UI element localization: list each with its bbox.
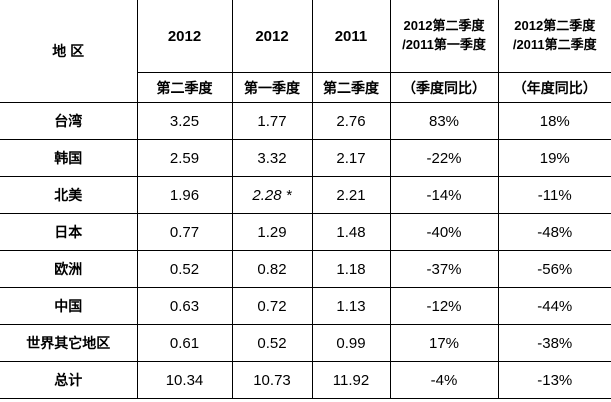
table-row: 日本 0.77 1.29 1.48 -40% -48% <box>0 213 611 251</box>
value-2012-q1: 0.82 <box>232 250 313 288</box>
value-2012-q2: 1.96 <box>137 176 233 214</box>
col-subheader-2012-q1: 第一季度 <box>232 72 313 103</box>
table-header: 地 区 2012 2012 2011 2012第二季度 /2011第一季度 20… <box>0 0 611 103</box>
region-label: 欧洲 <box>0 250 138 288</box>
col-header-2012-q1-year: 2012 <box>232 0 313 73</box>
value-yoy-percent: -38% <box>498 324 611 362</box>
col-subheader-yoy: （年度同比） <box>498 72 611 103</box>
value-2012-q2: 0.77 <box>137 213 233 251</box>
value-qoq-percent: -22% <box>390 139 499 177</box>
col-header-qoq-line2: /2011第一季度 <box>402 37 486 52</box>
table-row: 韩国 2.59 3.32 2.17 -22% 19% <box>0 139 611 177</box>
value-2011-q2: 1.48 <box>312 213 391 251</box>
table-row: 欧洲 0.52 0.82 1.18 -37% -56% <box>0 250 611 288</box>
table-row: 中国 0.63 0.72 1.13 -12% -44% <box>0 287 611 325</box>
region-label: 总计 <box>0 361 138 399</box>
value-2011-q2: 2.76 <box>312 102 391 140</box>
value-2011-q2: 2.21 <box>312 176 391 214</box>
value-yoy-percent: -48% <box>498 213 611 251</box>
col-header-region: 地 区 <box>0 0 138 103</box>
col-subheader-qoq: （季度同比） <box>390 72 499 103</box>
value-2011-q2: 1.18 <box>312 250 391 288</box>
region-label: 世界其它地区 <box>0 324 138 362</box>
col-header-yoy-line2: /2011第二季度 <box>512 37 597 52</box>
table-row: 总计 10.34 10.73 11.92 -4% -13% <box>0 361 611 399</box>
value-2011-q2: 11.92 <box>312 361 391 399</box>
value-2011-q2: 1.13 <box>312 287 391 325</box>
value-2012-q2: 3.25 <box>137 102 233 140</box>
value-yoy-percent: 19% <box>498 139 611 177</box>
value-qoq-percent: -14% <box>390 176 499 214</box>
value-2012-q2: 10.34 <box>137 361 233 399</box>
value-yoy-percent: -13% <box>498 361 611 399</box>
region-label: 日本 <box>0 213 138 251</box>
value-2012-q1: 10.73 <box>232 361 313 399</box>
value-qoq-percent: 83% <box>390 102 499 140</box>
value-qoq-percent: -12% <box>390 287 499 325</box>
value-2012-q1: 3.32 <box>232 139 313 177</box>
value-qoq-percent: 17% <box>390 324 499 362</box>
value-2011-q2: 2.17 <box>312 139 391 177</box>
table-row: 北美 1.96 2.28 * 2.21 -14% -11% <box>0 176 611 214</box>
col-header-qoq-line1: 2012第二季度 <box>403 18 485 34</box>
value-qoq-percent: -37% <box>390 250 499 288</box>
value-yoy-percent: -56% <box>498 250 611 288</box>
value-2012-q2: 0.63 <box>137 287 233 325</box>
col-header-yoy: 2012第二季度 /2011第二季度 <box>498 0 611 73</box>
col-header-2011-q2-year: 2011 <box>312 0 391 73</box>
col-header-qoq: 2012第二季度 /2011第一季度 <box>390 0 499 73</box>
col-header-yoy-line1: 2012第二季度 <box>514 18 596 34</box>
region-label: 韩国 <box>0 139 138 177</box>
header-row-2: 第二季度 第一季度 第二季度 （季度同比） （年度同比） <box>0 72 611 103</box>
col-header-2012-q2-year: 2012 <box>137 0 233 73</box>
table-row: 台湾 3.25 1.77 2.76 83% 18% <box>0 102 611 140</box>
value-yoy-percent: 18% <box>498 102 611 140</box>
table-body: 台湾 3.25 1.77 2.76 83% 18% 韩国 2.59 3.32 2… <box>0 102 611 399</box>
value-2012-q2: 0.52 <box>137 250 233 288</box>
value-yoy-percent: -44% <box>498 287 611 325</box>
value-yoy-percent: -11% <box>498 176 611 214</box>
value-2012-q1: 1.29 <box>232 213 313 251</box>
col-subheader-2011-q2: 第二季度 <box>312 72 391 103</box>
value-2012-q1: 0.52 <box>232 324 313 362</box>
value-2011-q2: 0.99 <box>312 324 391 362</box>
region-label: 台湾 <box>0 102 138 140</box>
value-2012-q2: 0.61 <box>137 324 233 362</box>
region-label: 中国 <box>0 287 138 325</box>
value-qoq-percent: -40% <box>390 213 499 251</box>
header-row-1: 地 区 2012 2012 2011 2012第二季度 /2011第一季度 20… <box>0 0 611 103</box>
region-label: 北美 <box>0 176 138 214</box>
value-2012-q1: 0.72 <box>232 287 313 325</box>
value-qoq-percent: -4% <box>390 361 499 399</box>
value-2012-q1: 1.77 <box>232 102 313 140</box>
value-2012-q1: 2.28 * <box>232 176 313 214</box>
table-row: 世界其它地区 0.61 0.52 0.99 17% -38% <box>0 324 611 362</box>
value-2012-q2: 2.59 <box>137 139 233 177</box>
col-subheader-2012-q2: 第二季度 <box>137 72 233 103</box>
